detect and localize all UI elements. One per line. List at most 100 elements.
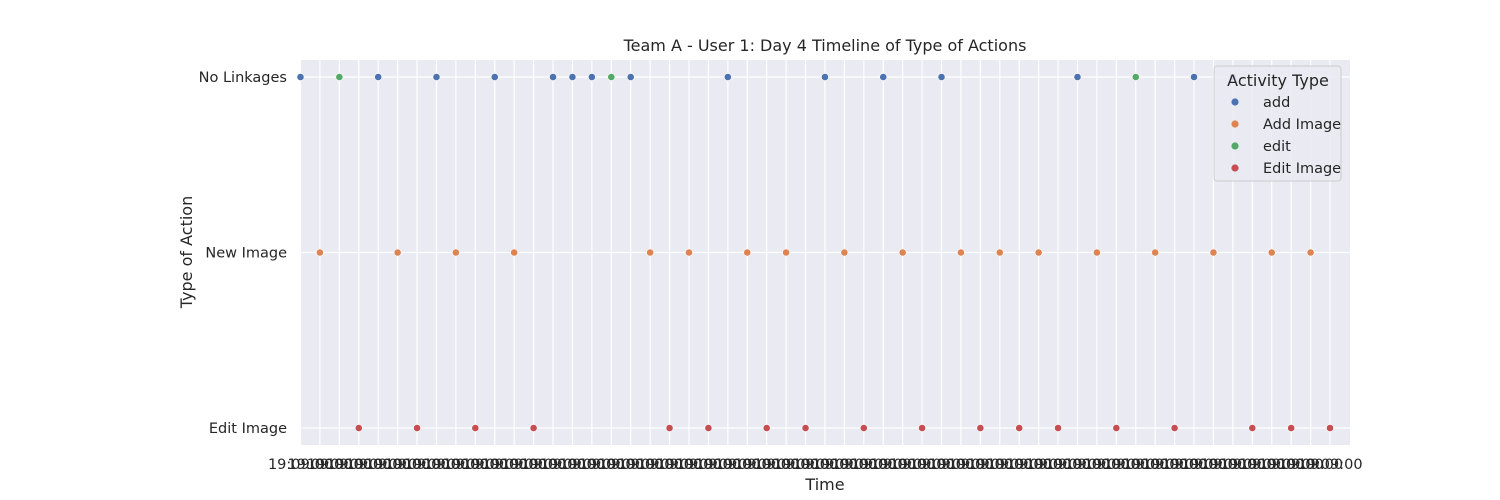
data-point-edit-image: [976, 424, 985, 432]
data-point-add-image: [451, 248, 460, 257]
x-tick-label: 19:09:00: [1239, 457, 1304, 473]
x-tick-label: 19:09:00: [1200, 457, 1265, 473]
y-tick-labels: No Linkages New Image Edit Image: [199, 70, 287, 437]
data-point-add: [549, 73, 557, 81]
data-point-add-image: [510, 248, 519, 257]
data-point-edit-image: [801, 424, 810, 432]
data-point-add-image: [840, 248, 849, 257]
data-point-edit-image: [704, 424, 713, 432]
legend-box: [1213, 65, 1342, 182]
legend-marker: [1231, 120, 1239, 128]
x-tick-label: 19:09:00: [1142, 457, 1207, 473]
data-point-edit-image: [529, 424, 538, 432]
data-point-add-image: [995, 248, 1004, 257]
data-point-add: [937, 73, 946, 81]
data-point-edit-image: [918, 424, 926, 432]
data-point-add: [568, 73, 577, 81]
data-point-edit-image: [413, 424, 421, 432]
x-tick-label: 19:09:00: [792, 457, 857, 473]
x-tick-label: 19:09:00: [384, 457, 449, 473]
data-point-edit-image: [665, 424, 674, 432]
y-tick-label: Edit Image: [209, 421, 287, 437]
data-point-add-image: [393, 248, 402, 257]
x-tick-label: 19:09:00: [1006, 457, 1071, 473]
data-point-add: [1073, 73, 1082, 81]
data-point-add-image: [646, 248, 655, 257]
x-tick-label: 19:09:00: [1064, 457, 1129, 473]
data-point-add-image: [743, 248, 752, 257]
x-tick-label: 19:09:00: [579, 457, 644, 473]
x-tick-label: 19:09:00: [501, 457, 566, 473]
x-tick-label: 19:09:00: [1259, 457, 1324, 473]
x-tick-label: 19:09:00: [928, 457, 993, 473]
data-point-add: [587, 73, 596, 81]
data-point-edit-image: [1287, 424, 1296, 432]
legend-label: add: [1263, 95, 1290, 111]
x-axis-title: Time: [804, 475, 844, 494]
data-point-edit-image: [1015, 424, 1024, 432]
x-tick-label: 19:09:00: [1297, 457, 1362, 473]
data-point-add: [626, 73, 635, 81]
data-point-edit-image: [1170, 424, 1179, 432]
data-point-add: [296, 73, 305, 81]
x-tick-label: 19:09:00: [1045, 457, 1110, 473]
x-tick-label: 19:09:00: [482, 457, 547, 473]
data-point-add: [432, 73, 441, 81]
data-point-add-image: [1034, 248, 1043, 257]
legend-title: Activity Type: [1227, 71, 1329, 90]
data-point-edit-image: [859, 424, 868, 432]
x-tick-label: 19:09:00: [773, 457, 838, 473]
legend-label: edit: [1263, 139, 1291, 155]
data-point-add: [821, 73, 829, 81]
x-tick-label: 19:09:00: [1123, 457, 1188, 473]
legend-marker: [1231, 142, 1239, 150]
x-tick-label: 19:09:00: [443, 457, 508, 473]
x-tick-label: 19:09:00: [909, 457, 974, 473]
data-point-add-image: [1267, 248, 1276, 257]
x-tick-label: 19:09:00: [423, 457, 488, 473]
data-point-edit-image: [1112, 424, 1121, 432]
x-tick-label: 19:09:00: [462, 457, 527, 473]
data-point-edit-image: [1326, 424, 1334, 432]
x-tick-label: 19:09:00: [1084, 457, 1149, 473]
x-tick-label: 19:09:00: [1103, 457, 1168, 473]
x-tick-label: 19:09:00: [676, 457, 741, 473]
x-tick-label: 19:09:00: [1161, 457, 1226, 473]
x-tick-label: 19:09:00: [404, 457, 469, 473]
x-tick-label: 19:09:00: [1025, 457, 1090, 473]
x-tick-label: 19:09:00: [754, 457, 819, 473]
legend-marker: [1231, 98, 1239, 106]
x-tick-labels: 19:09:0019:09:0019:09:0019:09:0019:09:00…: [268, 457, 1363, 473]
legend: Activity Type add Add Image edit Edit Image: [1213, 65, 1342, 182]
data-point-edit: [1131, 73, 1140, 81]
x-tick-label: 19:09:00: [831, 457, 896, 473]
chart-title: Team A - User 1: Day 4 Timeline of Type …: [623, 36, 1027, 55]
x-tick-label: 19:09:00: [598, 457, 663, 473]
data-point-edit-image: [1248, 424, 1257, 432]
x-tick-label: 19:09:00: [695, 457, 760, 473]
x-tick-label: 19:09:00: [268, 457, 333, 473]
x-tick-label: 19:09:00: [307, 457, 372, 473]
x-tick-label: 19:09:00: [948, 457, 1013, 473]
x-tick-label: 19:09:00: [734, 457, 799, 473]
data-point-add: [1190, 73, 1198, 81]
data-point-edit-image: [354, 424, 363, 432]
x-tick-label: 19:09:00: [1220, 457, 1285, 473]
x-tick-label: 19:09:00: [540, 457, 605, 473]
x-tick-label: 19:09:00: [1181, 457, 1246, 473]
x-tick-label: 19:09:00: [870, 457, 935, 473]
x-tick-label: 19:09:00: [1278, 457, 1343, 473]
x-tick-label: 19:09:00: [520, 457, 585, 473]
legend-marker: [1231, 164, 1239, 172]
x-tick-label: 19:09:00: [812, 457, 877, 473]
x-tick-label: 19:09:00: [559, 457, 624, 473]
data-point-add-image: [316, 248, 324, 257]
data-point-add-image: [782, 248, 791, 257]
data-point-edit-image: [762, 424, 771, 432]
data-point-add-image: [1093, 248, 1101, 257]
data-point-add: [490, 73, 499, 81]
data-point-add-image: [1209, 248, 1218, 257]
y-axis-title: Type of Action: [177, 196, 196, 309]
x-tick-label: 19:09:00: [967, 457, 1032, 473]
